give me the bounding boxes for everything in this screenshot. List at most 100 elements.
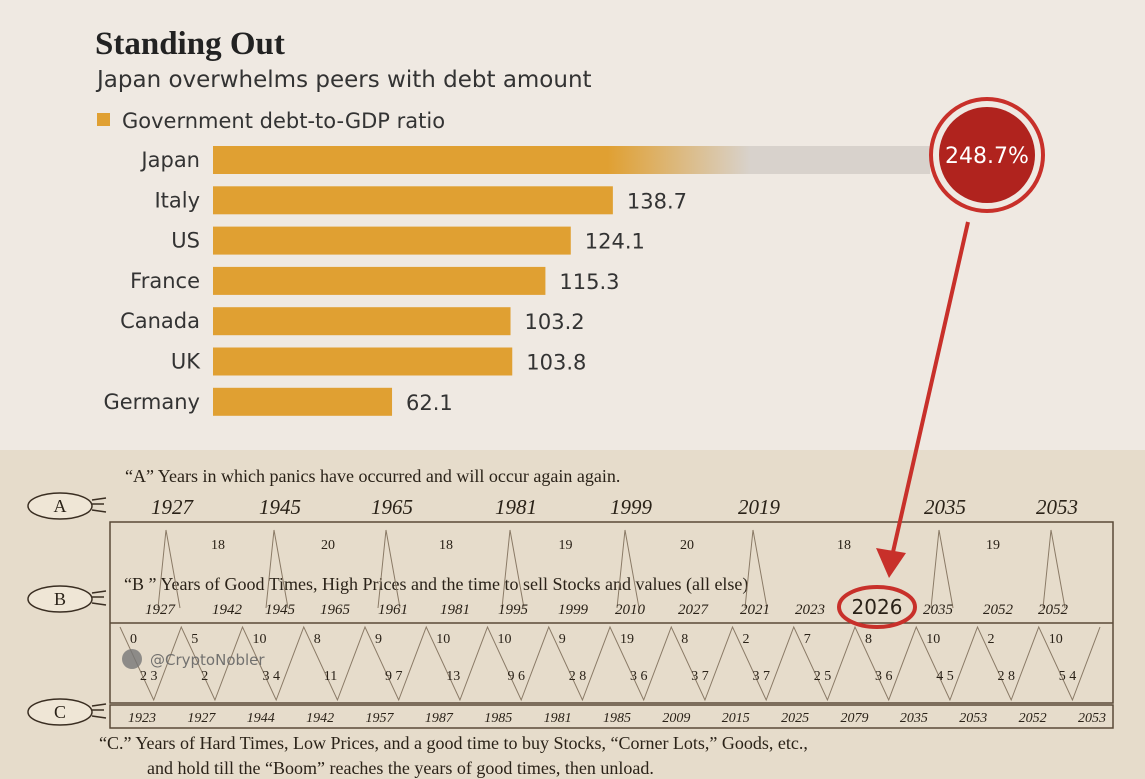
hard-times-year: 2035 xyxy=(900,711,928,726)
hard-times-year: 1985 xyxy=(603,711,631,726)
peak xyxy=(265,529,289,609)
c-top-number: 5 xyxy=(191,632,198,647)
bar-chart: Government debt-to-GDP ratio Japan 248.7% I… xyxy=(97,97,1045,416)
c-bottom-number: 2 8 xyxy=(998,669,1016,684)
c-bottom-number: 3 4 xyxy=(263,669,281,684)
value-label: 248.7% xyxy=(945,144,1029,169)
row-label: B xyxy=(54,589,66,609)
boom-year: 1942 xyxy=(212,602,243,618)
hard-times-year: 1923 xyxy=(128,711,156,726)
boom-year: 1927 xyxy=(145,602,177,618)
hard-times-year: 1957 xyxy=(366,711,395,726)
c-top-number: 0 xyxy=(130,632,137,647)
hand-label xyxy=(27,585,93,613)
value-label: 62.1 xyxy=(406,391,453,415)
c-top-number: 9 xyxy=(559,632,566,647)
c-top-number: 10 xyxy=(253,632,267,647)
c-top-number: 8 xyxy=(681,632,688,647)
panic-year: 2019 xyxy=(738,495,781,519)
bar xyxy=(213,307,511,336)
peak xyxy=(501,529,525,609)
interval: 19 xyxy=(986,538,1000,553)
c-bottom-number: 3 7 xyxy=(691,669,709,684)
c-bottom-number: 11 xyxy=(324,669,337,684)
peak xyxy=(930,529,954,609)
boom-year: 2052 xyxy=(1038,602,1069,618)
panic-year: 1981 xyxy=(495,495,537,519)
watermark-icon xyxy=(122,649,142,669)
category-label: Japan xyxy=(139,148,200,172)
arrow xyxy=(891,221,970,553)
hand-pointer xyxy=(91,703,107,719)
bar xyxy=(213,347,513,376)
chart-bg xyxy=(0,0,1145,450)
hard-times-year: 2079 xyxy=(841,711,869,726)
panic-year: 1945 xyxy=(259,495,301,519)
peak xyxy=(744,529,768,609)
peak xyxy=(377,529,401,609)
interval: 18 xyxy=(837,538,851,553)
benner-diagram: “A” Years in which panics have occurred … xyxy=(27,221,1114,778)
diagram-text: “B ” Years of Good Times, High Prices an… xyxy=(124,574,748,595)
c-top-number: 8 xyxy=(314,632,321,647)
boom-year: 2026 xyxy=(852,595,903,619)
hard-times-year: 1981 xyxy=(544,711,572,726)
diagram-text: “C.” Years of Hard Times, Low Prices, an… xyxy=(99,733,808,753)
boom-year: 1965 xyxy=(320,602,351,618)
boom-year: 2027 xyxy=(678,602,710,618)
zigzag xyxy=(119,625,1101,702)
interval: 19 xyxy=(559,538,573,553)
hand-pointer xyxy=(91,590,107,606)
highlight-circle xyxy=(929,97,1045,213)
interval: 20 xyxy=(680,538,694,553)
c-top-number: 7 xyxy=(804,632,811,647)
legend-swatch xyxy=(97,113,110,126)
c-bottom-number: 2 3 xyxy=(140,669,158,684)
highlight-2026 xyxy=(837,585,917,629)
bar xyxy=(213,146,930,174)
hard-times-year: 1987 xyxy=(425,711,454,726)
c-bottom-number: 3 6 xyxy=(875,669,893,684)
c-bottom-number: 4 5 xyxy=(936,669,954,684)
value-label: 103.8 xyxy=(526,351,586,375)
chart-title: Standing Out xyxy=(95,26,285,62)
boom-year: 1981 xyxy=(440,602,470,618)
c-top-number: 2 xyxy=(743,632,750,647)
c-bottom-number: 2 8 xyxy=(569,669,587,684)
hand-label xyxy=(27,492,93,520)
bar xyxy=(213,186,613,215)
c-bottom-number: 2 5 xyxy=(814,669,832,684)
c-top-number: 10 xyxy=(498,632,512,647)
peak xyxy=(1042,529,1066,609)
hard-times-year: 2052 xyxy=(1019,711,1047,726)
hard-times-year: 2053 xyxy=(1078,711,1106,726)
diagram-bg xyxy=(0,450,1145,779)
panic-year: 1965 xyxy=(371,495,413,519)
hard-times-year: 1985 xyxy=(484,711,512,726)
watermark: @CryptoNobler xyxy=(150,651,265,669)
bar xyxy=(213,387,393,416)
c-top-number: 8 xyxy=(865,632,872,647)
arrow-head xyxy=(876,548,906,578)
panic-year: 1927 xyxy=(151,495,195,519)
category-label: France xyxy=(130,269,200,293)
bar xyxy=(213,266,546,295)
category-label: Germany xyxy=(103,390,200,414)
value-label: 103.2 xyxy=(525,310,585,334)
hard-times-year: 1942 xyxy=(306,711,334,726)
peak xyxy=(157,529,181,609)
panic-year: 1999 xyxy=(610,495,653,519)
hard-times-year: 2053 xyxy=(959,711,987,726)
boom-year: 2035 xyxy=(923,602,954,618)
diagram-text: and hold till the “Boom” reaches the yea… xyxy=(147,758,654,778)
c-top-number: 10 xyxy=(926,632,940,647)
boom-year: 2052 xyxy=(983,602,1014,618)
category-label: US xyxy=(171,229,200,253)
c-top-number: 2 xyxy=(988,632,995,647)
category-label: Canada xyxy=(120,309,200,333)
boom-year: 1961 xyxy=(378,602,408,618)
c-top-number: 10 xyxy=(436,632,450,647)
bar xyxy=(213,226,571,255)
boom-year: 1995 xyxy=(498,602,529,618)
c-bottom-number: 13 xyxy=(446,669,460,684)
